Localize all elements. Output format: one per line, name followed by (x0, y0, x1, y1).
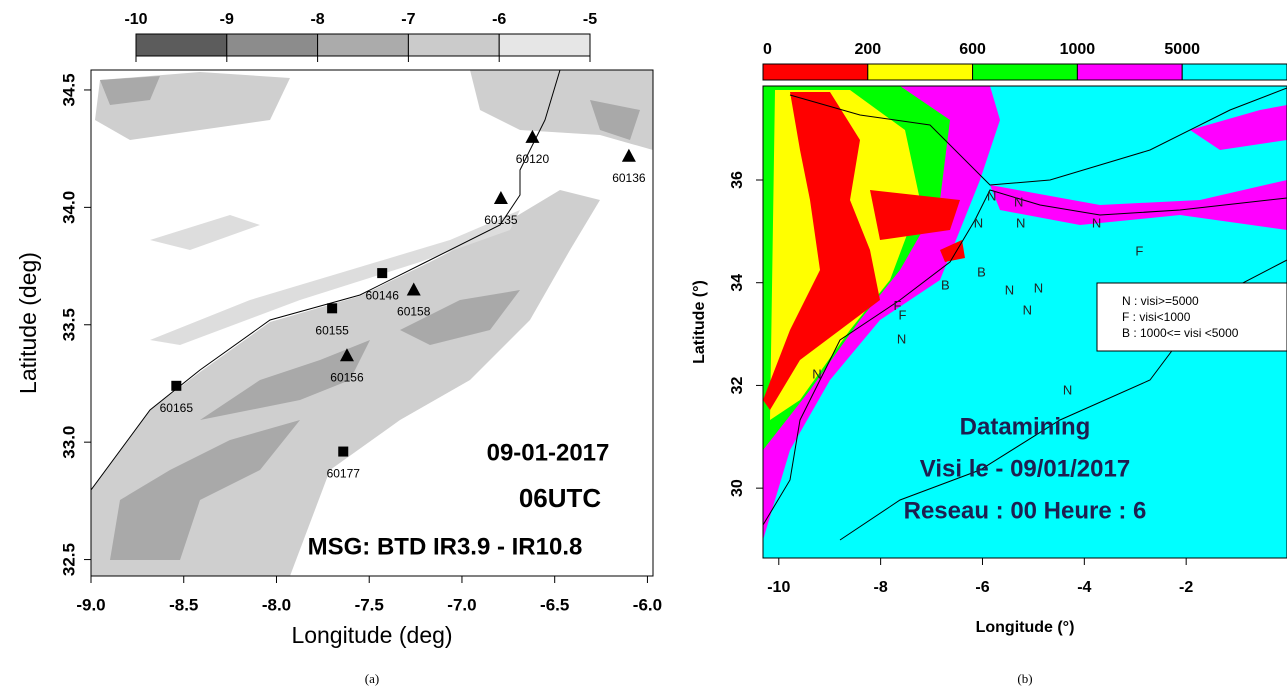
station-letter: N (1092, 216, 1101, 231)
colorbar-label: -10 (124, 11, 147, 28)
y-tick-label: 30 (729, 479, 746, 497)
y-tick-label: 32 (729, 376, 746, 394)
station-label: 60155 (315, 323, 349, 337)
station-marker (171, 381, 181, 391)
station-letter: N (897, 332, 906, 347)
y-axis-title: Latitude (deg) (15, 252, 41, 394)
station-letter: N (1014, 195, 1023, 210)
y-tick-label: 34 (729, 274, 746, 292)
y-tick-label: 36 (729, 171, 746, 189)
y-axis-title: Latitude (°) (691, 280, 708, 364)
x-tick-label: -10 (767, 579, 790, 596)
station-marker (327, 303, 337, 313)
colorbar-segment (136, 34, 227, 56)
x-tick-label: -9.0 (76, 595, 105, 614)
station-letter: N (974, 216, 983, 231)
station-letter: N (812, 367, 821, 382)
colorbar-segment (1077, 64, 1182, 80)
x-tick-label: -4 (1077, 579, 1091, 596)
station-letter: N (1034, 280, 1043, 295)
x-axis-title: Longitude (°) (976, 619, 1075, 636)
station-letter: N (1063, 383, 1072, 398)
legend-entry: F : visi<1000 (1122, 310, 1191, 324)
annotation: MSG: BTD IR3.9 - IR10.8 (308, 533, 583, 560)
station-letter: B (941, 278, 950, 293)
y-tick-label: 32.5 (59, 543, 78, 576)
station-letter: N (1023, 302, 1032, 317)
station-label: 60165 (160, 401, 194, 415)
station-label: 60177 (327, 467, 361, 481)
colorbar-segment (499, 34, 590, 56)
x-axis-title: Longitude (deg) (291, 622, 452, 648)
colorbar-segment (1182, 64, 1287, 80)
annotation: 09-01-2017 (487, 439, 610, 466)
y-tick-label: 34.0 (59, 191, 78, 224)
station-letter: N (987, 188, 996, 203)
colorbar-label: 200 (854, 41, 881, 58)
colorbar-segment (318, 34, 409, 56)
colorbar-segment (973, 64, 1078, 80)
colorbar-label: 0 (763, 41, 772, 58)
caption: (b) (1017, 671, 1032, 686)
station-label: 60158 (397, 305, 431, 319)
station-marker (377, 268, 387, 278)
figure: -10 -9 -8 -7 -6 -5 -9.0 -8.5 -8.0 -7.5 -7.0 -6.5 -6.… (0, 0, 1287, 692)
x-tick-label: -8 (874, 579, 888, 596)
colorbar-label: -8 (310, 11, 324, 28)
colorbar-label: -6 (492, 11, 506, 28)
y-tick-label: 34.5 (59, 73, 78, 106)
colorbar-segment (868, 64, 973, 80)
station-marker (338, 447, 348, 457)
station-label: 60136 (612, 171, 646, 185)
station-label: 60156 (330, 370, 364, 384)
x-tick-label: -8.0 (262, 595, 291, 614)
map-title: Datamining (960, 413, 1091, 440)
station-letter: N (1016, 216, 1025, 231)
x-tick-label: -6.5 (540, 595, 569, 614)
colorbar-segment (227, 34, 318, 56)
y-tick-label: 33.0 (59, 426, 78, 459)
colorbar-label: 600 (959, 41, 986, 58)
colorbar-segment (408, 34, 499, 56)
colorbar-label: -5 (583, 11, 597, 28)
station-letter: F (1135, 243, 1143, 258)
annotation: 06UTC (519, 483, 602, 513)
caption: (a) (365, 671, 379, 686)
page: -10 -9 -8 -7 -6 -5 -9.0 -8.5 -8.0 -7.5 -7.0 -6.5 -6.… (0, 0, 1287, 692)
station-label: 60120 (516, 152, 550, 166)
x-tick-label: -8.5 (169, 595, 198, 614)
station-label: 60146 (366, 288, 400, 302)
x-tick-label: -2 (1179, 579, 1193, 596)
station-letter: F (899, 308, 907, 323)
map-title: Visi le - 09/01/2017 (920, 455, 1130, 482)
station-letter: N (1005, 282, 1014, 297)
x-tick-label: -6 (975, 579, 989, 596)
x-tick-label: -7.5 (355, 595, 384, 614)
station-letter: B (977, 264, 986, 279)
station-label: 60135 (484, 213, 518, 227)
colorbar-segment (763, 64, 868, 80)
map-title: Reseau : 00 Heure : 6 (904, 497, 1147, 524)
legend-entry: N : visi>=5000 (1122, 294, 1199, 308)
x-tick-label: -6.0 (633, 595, 662, 614)
legend-entry: B : 1000<= visi <5000 (1122, 326, 1239, 340)
colorbar-label: 5000 (1164, 41, 1200, 58)
colorbar-label: -9 (220, 11, 234, 28)
colorbar-label: 1000 (1060, 41, 1096, 58)
colorbar-label: -7 (401, 11, 415, 28)
y-tick-label: 33.5 (59, 308, 78, 341)
x-tick-label: -7.0 (447, 595, 476, 614)
